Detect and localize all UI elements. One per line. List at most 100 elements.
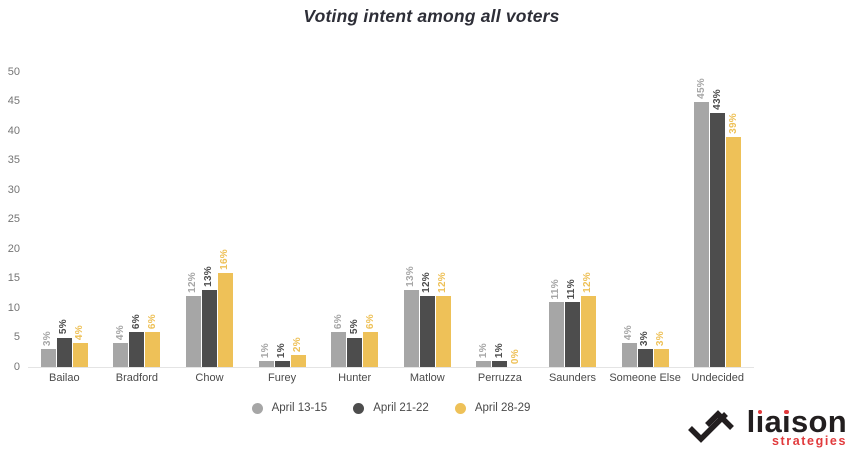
legend-item: April 28-29 <box>454 402 531 414</box>
legend-swatch-icon <box>251 402 263 414</box>
bar <box>726 136 742 367</box>
bar <box>290 355 306 367</box>
bar-value-label: 6% <box>130 313 142 329</box>
bar-value-label: 1% <box>276 343 288 359</box>
legend-item: April 13-15 <box>251 402 328 414</box>
bar <box>274 361 290 367</box>
bar-value-label: 12% <box>437 272 449 294</box>
bar-value-label: 13% <box>405 266 417 288</box>
logo-text: lıaıson strategies <box>746 403 847 448</box>
bar-group: 6% 5% 6% Hunter <box>318 72 391 384</box>
bar <box>363 331 379 367</box>
bar-value-label: 2% <box>292 337 304 353</box>
bar-value-label: 11% <box>566 278 578 300</box>
logo-sub-label: strategies <box>771 433 847 448</box>
bar <box>129 331 145 367</box>
bar-value-label: 1% <box>493 343 505 359</box>
x-axis-category-label: Furey <box>268 372 297 384</box>
bar <box>40 349 56 367</box>
bar <box>56 337 72 367</box>
legend-swatch-icon <box>353 402 365 414</box>
x-axis-category-label: Chow <box>195 372 224 384</box>
bar <box>580 296 596 367</box>
x-axis-category-label: Matlow <box>409 372 445 384</box>
bar-value-label: 4% <box>74 325 86 341</box>
bar-group: 4% 3% 3% Someone Else <box>609 72 682 384</box>
x-axis-category-label: Someone Else <box>609 372 681 384</box>
bar <box>435 296 451 367</box>
logo-letter: a <box>764 403 783 439</box>
bar-value-label: 43% <box>711 89 723 111</box>
bar-value-label: 1% <box>260 343 272 359</box>
bar <box>258 361 274 367</box>
liaison-zigzag-icon <box>687 410 734 443</box>
bar-value-label: 5% <box>348 319 360 335</box>
bar-group: 4% 6% 6% Bradford <box>101 72 174 384</box>
bar-value-label: 3% <box>42 331 54 347</box>
bar <box>145 331 161 367</box>
logo-letter: ı <box>782 403 791 439</box>
bar <box>710 113 726 367</box>
bar <box>347 337 363 367</box>
legend-label: April 13-15 <box>271 402 328 414</box>
bar <box>201 290 217 367</box>
bar-value-label: 16% <box>219 248 231 270</box>
bar-value-label: 4% <box>623 325 635 341</box>
bar <box>331 331 347 367</box>
bar <box>637 349 653 367</box>
bar <box>653 349 669 367</box>
legend-swatch-icon <box>454 402 466 414</box>
y-axis-tick-label: 40 <box>7 124 20 137</box>
logo-letter: ı <box>755 403 765 439</box>
bar-value-label: 5% <box>58 319 70 335</box>
x-axis-category-label: Bradford <box>115 372 158 384</box>
bar <box>492 361 508 367</box>
logo-letter: l <box>746 403 756 439</box>
logo-brand-wordmark: lıaıson <box>746 403 847 439</box>
liaison-logo: lıaıson strategies <box>686 406 847 448</box>
logo-letter: s <box>790 403 809 439</box>
y-axis-tick-label: 50 <box>7 65 20 78</box>
bar-value-label: 4% <box>114 325 126 341</box>
y-axis-tick-label: 5 <box>13 331 20 343</box>
bar-value-label: 6% <box>332 313 344 329</box>
bar-value-label: 11% <box>550 278 562 300</box>
bar-value-label: 12% <box>421 272 433 294</box>
bar-value-label: 39% <box>727 112 739 134</box>
y-axis-tick-label: 15 <box>7 272 20 284</box>
bar <box>694 101 710 367</box>
legend-label: April 28-29 <box>474 402 531 414</box>
bar <box>621 343 637 367</box>
x-axis-category-label: Undecided <box>691 372 744 384</box>
bar-group: 45% 43% 39% Undecided <box>681 72 754 384</box>
bar-group: 3% 5% 4% Bailao <box>28 72 101 384</box>
y-axis-tick-label: 25 <box>7 213 20 225</box>
bar-group: 11% 11% 12% Saunders <box>536 72 609 384</box>
legend-item: April 21-22 <box>353 402 429 414</box>
x-axis-category-label: Hunter <box>338 372 372 384</box>
legend: April 13-15 April 21-22 April 28-29 <box>28 402 754 414</box>
bar <box>476 361 492 367</box>
y-axis-tick-label: 45 <box>7 95 20 107</box>
y-axis-tick-label: 0 <box>13 360 20 373</box>
x-axis-category-label: Bailao <box>49 372 80 384</box>
bar-value-label: 3% <box>655 331 667 347</box>
bar-group: 1% 1% 0% Perruzza <box>464 72 537 384</box>
bar <box>185 296 201 367</box>
bar-value-label: 0% <box>509 348 521 364</box>
bar-value-label: 45% <box>695 77 707 99</box>
logo-letter: n <box>827 403 847 439</box>
bar-group: 13% 12% 12% Matlow <box>391 72 464 384</box>
bar-value-label: 1% <box>477 343 489 359</box>
y-axis-tick-label: 35 <box>7 154 20 166</box>
legend-label: April 21-22 <box>373 402 429 414</box>
bar-value-label: 13% <box>203 266 215 288</box>
bar-value-label: 12% <box>187 272 199 294</box>
bar <box>564 302 580 367</box>
bar-value-label: 6% <box>364 313 376 329</box>
bar <box>548 302 564 367</box>
bar-group: 1% 1% 2% Furey <box>246 72 319 384</box>
bar <box>113 343 129 367</box>
bar-value-label: 3% <box>639 331 651 347</box>
